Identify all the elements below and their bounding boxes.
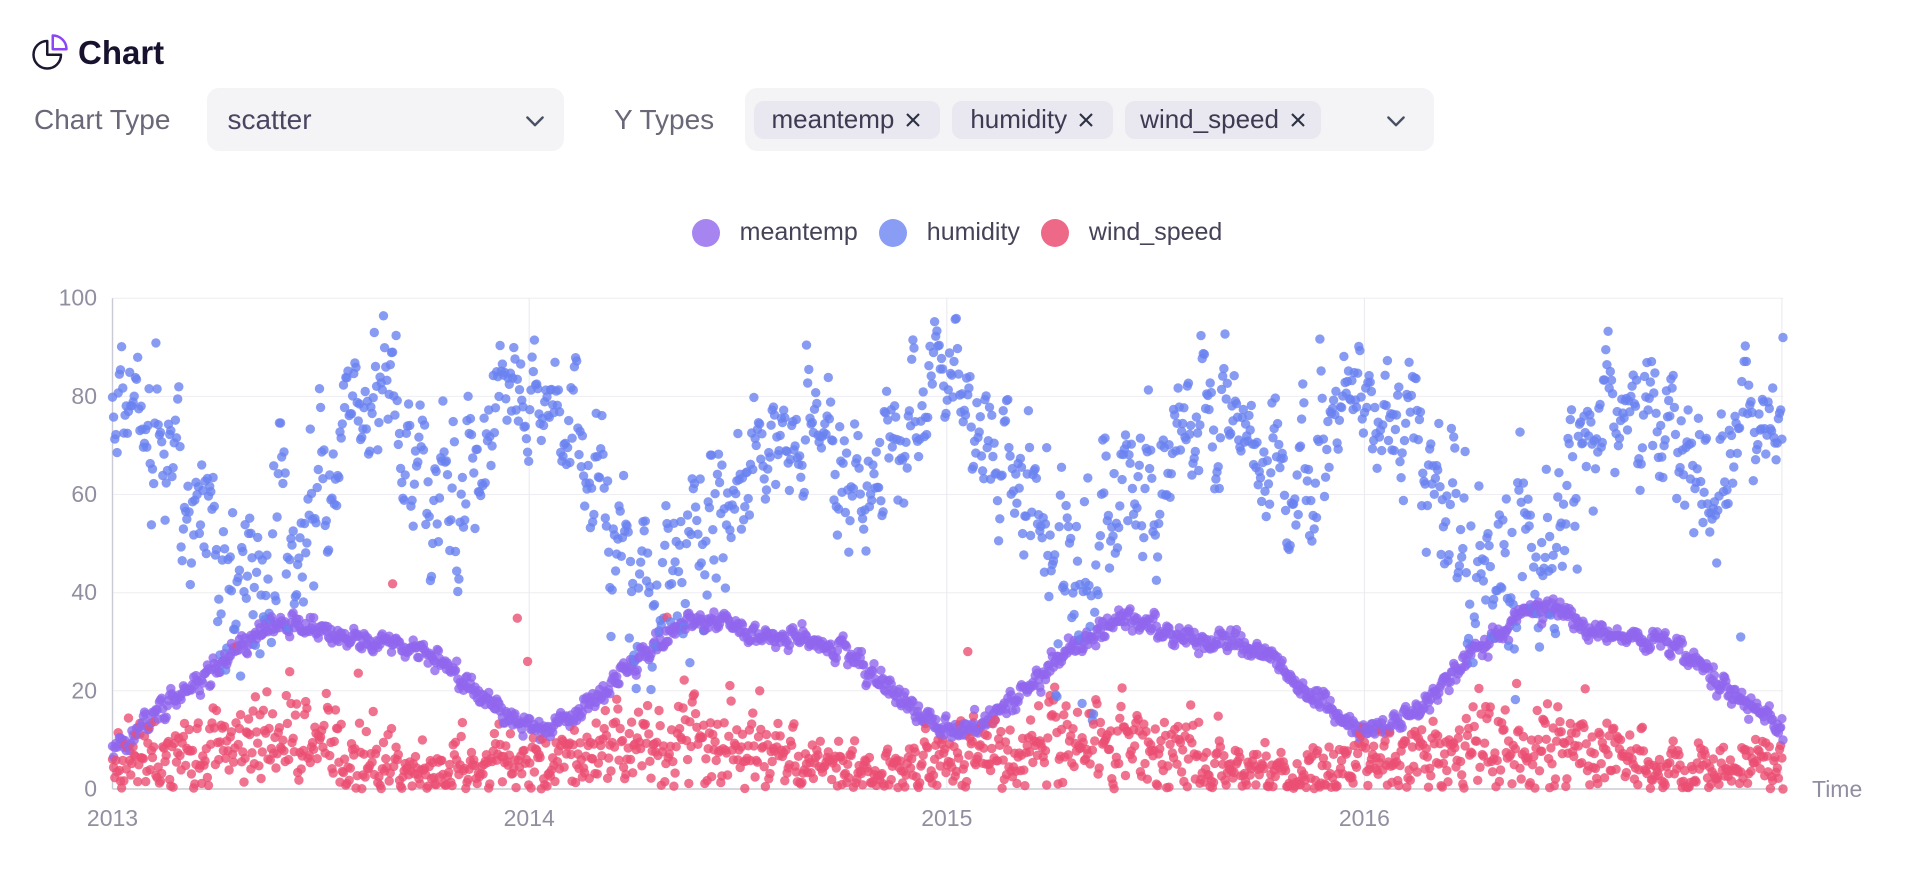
svg-text:60: 60 — [71, 481, 97, 507]
svg-text:2016: 2016 — [1339, 805, 1390, 831]
svg-text:40: 40 — [71, 579, 97, 605]
svg-text:2013: 2013 — [87, 805, 138, 831]
svg-text:20: 20 — [71, 677, 97, 703]
svg-text:Time: Time — [1812, 776, 1862, 802]
svg-text:2014: 2014 — [504, 805, 555, 831]
svg-text:80: 80 — [71, 383, 97, 409]
svg-text:2015: 2015 — [921, 805, 972, 831]
svg-text:100: 100 — [59, 285, 97, 311]
svg-text:0: 0 — [84, 776, 97, 802]
